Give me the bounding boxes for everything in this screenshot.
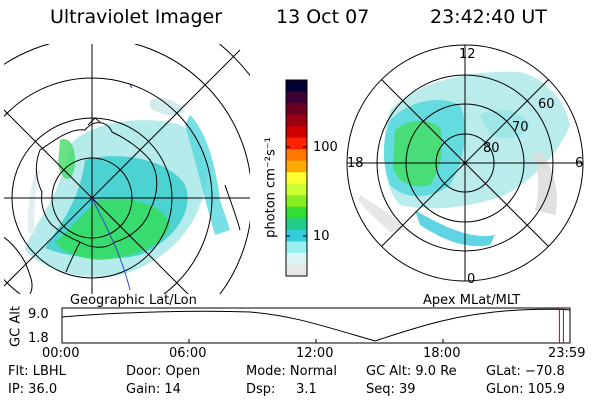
- mlt-label-dusk: 18: [347, 156, 364, 171]
- mlat-label-70: 70: [512, 120, 529, 135]
- colorbar-segment: [286, 160, 307, 173]
- status-glon: GLon: 105.9: [486, 382, 566, 397]
- colorbar-segment: [286, 206, 307, 219]
- timeline-xtick-4: 23:59: [548, 346, 586, 361]
- geographic-map: [4, 44, 250, 294]
- mlt-label-noon: 12: [459, 47, 476, 62]
- right-emission: [358, 71, 570, 247]
- geographic-caption: Geographic Lat/Lon: [70, 293, 197, 308]
- coastline-africa: [224, 184, 241, 231]
- timeline-ylabel: GC Alt: [8, 306, 24, 347]
- timeline-xtick-2: 12:00: [296, 346, 334, 361]
- status-glat: GLat: −70.8: [486, 364, 565, 379]
- instrument-title: Ultraviolet Imager: [50, 6, 223, 28]
- colorbar-segment: [286, 218, 307, 231]
- status-ip: IP: 36.0: [8, 382, 58, 397]
- timeline-xtick-3: 18:00: [423, 346, 461, 361]
- date-label: 13 Oct 07: [276, 6, 370, 28]
- colorbar-tick-100: 100: [313, 140, 338, 155]
- colorbar-segment: [286, 114, 307, 127]
- colorbar-segment: [286, 137, 307, 150]
- colorbar-segment: [286, 195, 307, 208]
- status-gain: Gain: 14: [126, 382, 181, 397]
- coastline-peninsula: [65, 117, 101, 273]
- right-grid: [346, 44, 584, 282]
- colorbar-segment: [286, 241, 307, 254]
- left-meridians: [4, 44, 250, 294]
- colorbar: [285, 79, 308, 277]
- status-seq: Seq: 39: [366, 382, 416, 397]
- timeline-plot: [61, 307, 571, 344]
- coastline: [35, 122, 158, 248]
- timeline-ytick-bottom: 1.8: [28, 331, 49, 346]
- status-door: Door: Open: [126, 364, 201, 379]
- time-label: 23:42:40 UT: [430, 6, 547, 28]
- sub-satellite-point: [129, 84, 133, 89]
- apex-caption: Apex MLat/MLT: [423, 293, 521, 308]
- timeline-xtick-1: 06:00: [169, 346, 207, 361]
- apex-map: [346, 44, 584, 282]
- status-mode: Mode: Normal: [246, 364, 337, 379]
- colorbar-tick-10: 10: [313, 229, 330, 244]
- timeline-ytick-top: 9.0: [28, 307, 49, 322]
- colorbar-segment: [286, 252, 307, 265]
- timeline-xticks: [61, 339, 571, 343]
- colorbar-segment: [286, 149, 307, 162]
- mlt-label-dawn: 6: [575, 156, 584, 171]
- left-emission: [25, 98, 230, 277]
- status-filter: Flt: LBHL: [8, 364, 66, 379]
- colorbar-segment: [286, 172, 307, 185]
- colorbar-segment: [286, 91, 307, 104]
- colorbar-segment: [286, 103, 307, 116]
- status-gc-alt: GC Alt: 9.0 Re: [366, 364, 457, 379]
- colorbar-segment: [286, 229, 307, 242]
- mlat-label-80: 80: [483, 141, 500, 156]
- status-dsp: Dsp: 3.1: [246, 382, 317, 397]
- magnetic-meridian: [91, 197, 131, 291]
- altitude-curve: [61, 308, 571, 342]
- colorbar-segment: [286, 264, 307, 277]
- timeline-xtick-0: 00:00: [42, 346, 80, 361]
- coastline-south-america: [4, 236, 33, 294]
- colorbar-segment: [286, 126, 307, 139]
- colorbar-segment: [286, 183, 307, 196]
- mlat-label-60: 60: [538, 97, 555, 112]
- colorbar-label: photon cm⁻²s⁻¹: [263, 137, 279, 238]
- colorbar-segment: [286, 80, 307, 93]
- mlt-label-midnight: 0: [467, 272, 476, 287]
